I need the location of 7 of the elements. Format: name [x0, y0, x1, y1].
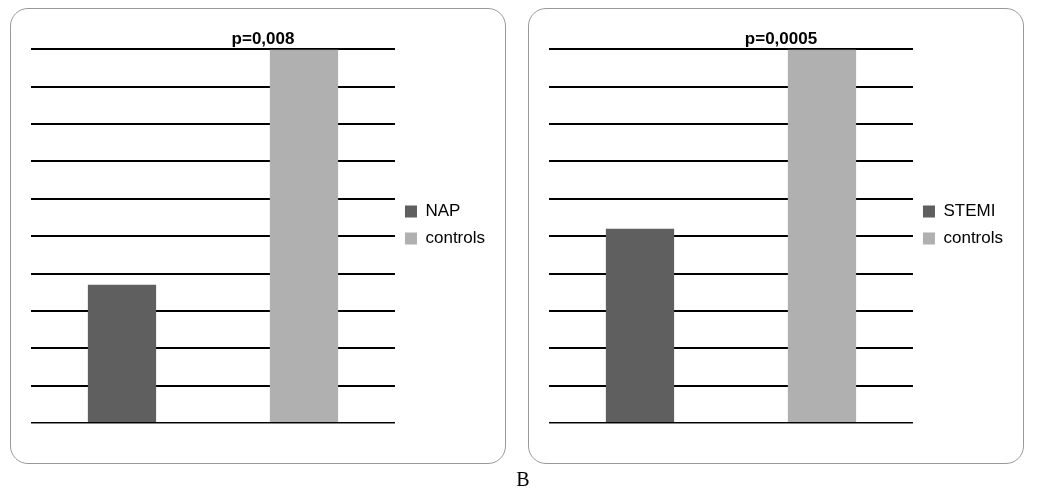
legend-label: STEMI	[943, 201, 996, 221]
chart-title: p=0,008	[231, 28, 295, 48]
legend-label: NAP	[425, 201, 461, 221]
legend-label: controls	[943, 228, 1004, 248]
text: B	[516, 468, 530, 490]
legend-label: controls	[425, 228, 486, 248]
chart-title: p=0,0005	[744, 28, 818, 48]
